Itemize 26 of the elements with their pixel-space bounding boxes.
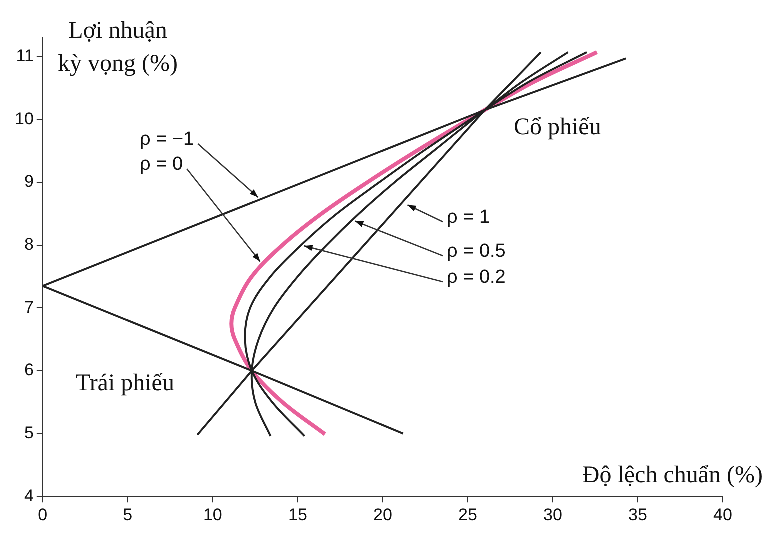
x-tick-label: 15: [288, 505, 308, 524]
annotation: ρ = 0.2: [447, 267, 506, 288]
x-tick-label: 35: [628, 505, 648, 524]
x-tick-label: 10: [203, 505, 222, 524]
x-tick-label: 40: [714, 505, 732, 524]
y-tick-label: 8: [24, 235, 34, 254]
annotation: ρ = 0: [140, 154, 184, 176]
y-tick-label: 11: [16, 46, 34, 66]
x-axis-title: Độ lệch chuẩn (%): [582, 462, 763, 489]
y-axis-title: Lợi nhuận kỳ vọng (%): [58, 18, 178, 77]
annotation: ρ = 1: [447, 207, 490, 228]
x-tick-label: 25: [458, 505, 478, 524]
x-tick-label: 30: [544, 505, 562, 524]
annotation: Cổ phiếu: [514, 114, 602, 140]
y-tick-label: 6: [24, 360, 34, 380]
y-tick-label: 9: [24, 172, 34, 192]
y-tick-label: 10: [14, 109, 34, 128]
y-tick-label: 7: [24, 298, 34, 317]
annotation: ρ = 0.5: [447, 241, 506, 262]
y-tick-label: 4: [24, 486, 34, 506]
x-tick-label: 0: [38, 505, 48, 524]
x-tick-label: 20: [373, 505, 392, 524]
x-tick-label: 5: [123, 505, 133, 524]
annotation: ρ = −1: [140, 129, 194, 150]
annotation: Trái phiếu: [76, 370, 174, 396]
y-tick-label: 5: [24, 423, 34, 442]
